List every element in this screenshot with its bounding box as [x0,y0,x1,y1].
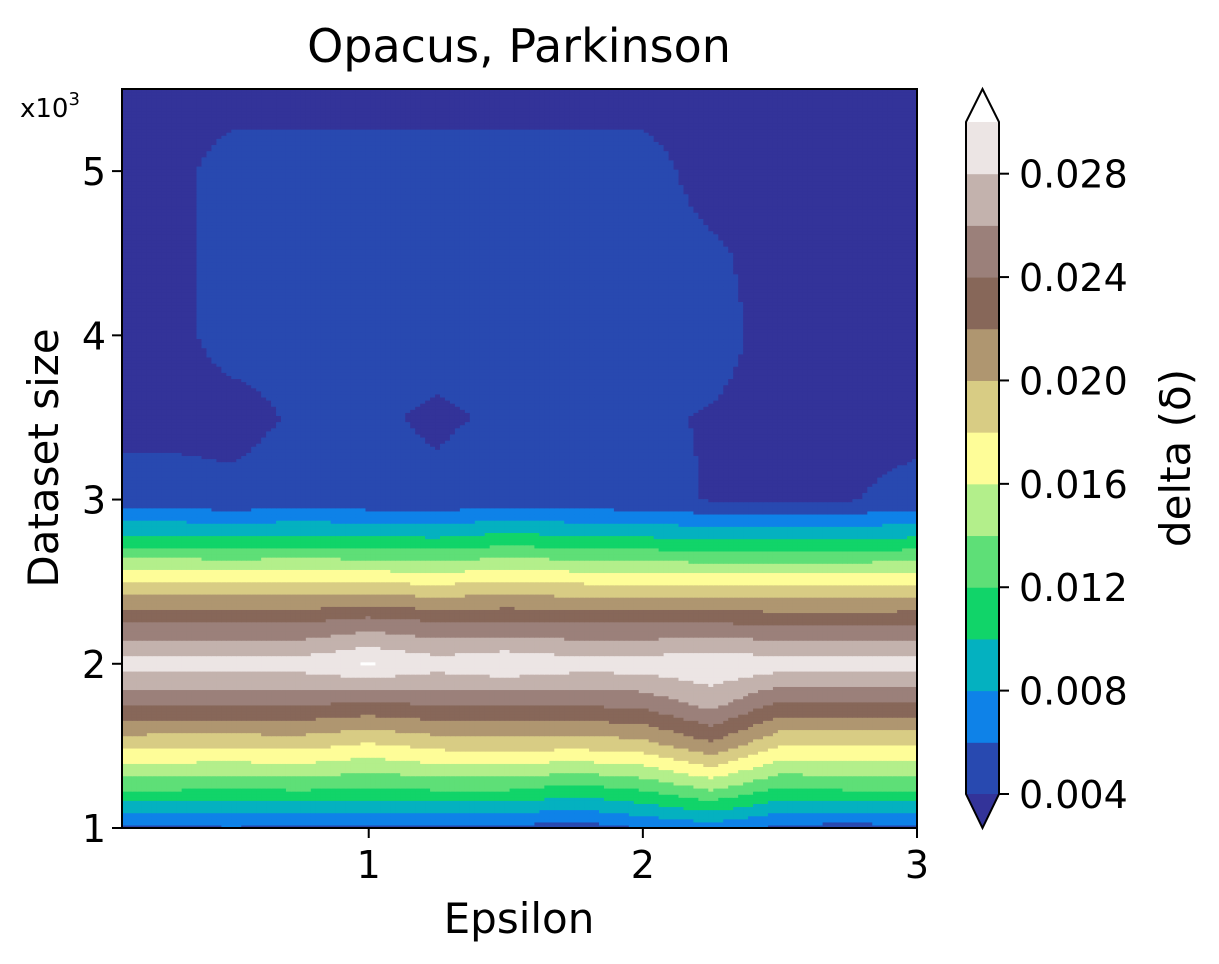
plot-area [122,89,918,829]
chart-title: Opacus, Parkinson [307,19,731,73]
